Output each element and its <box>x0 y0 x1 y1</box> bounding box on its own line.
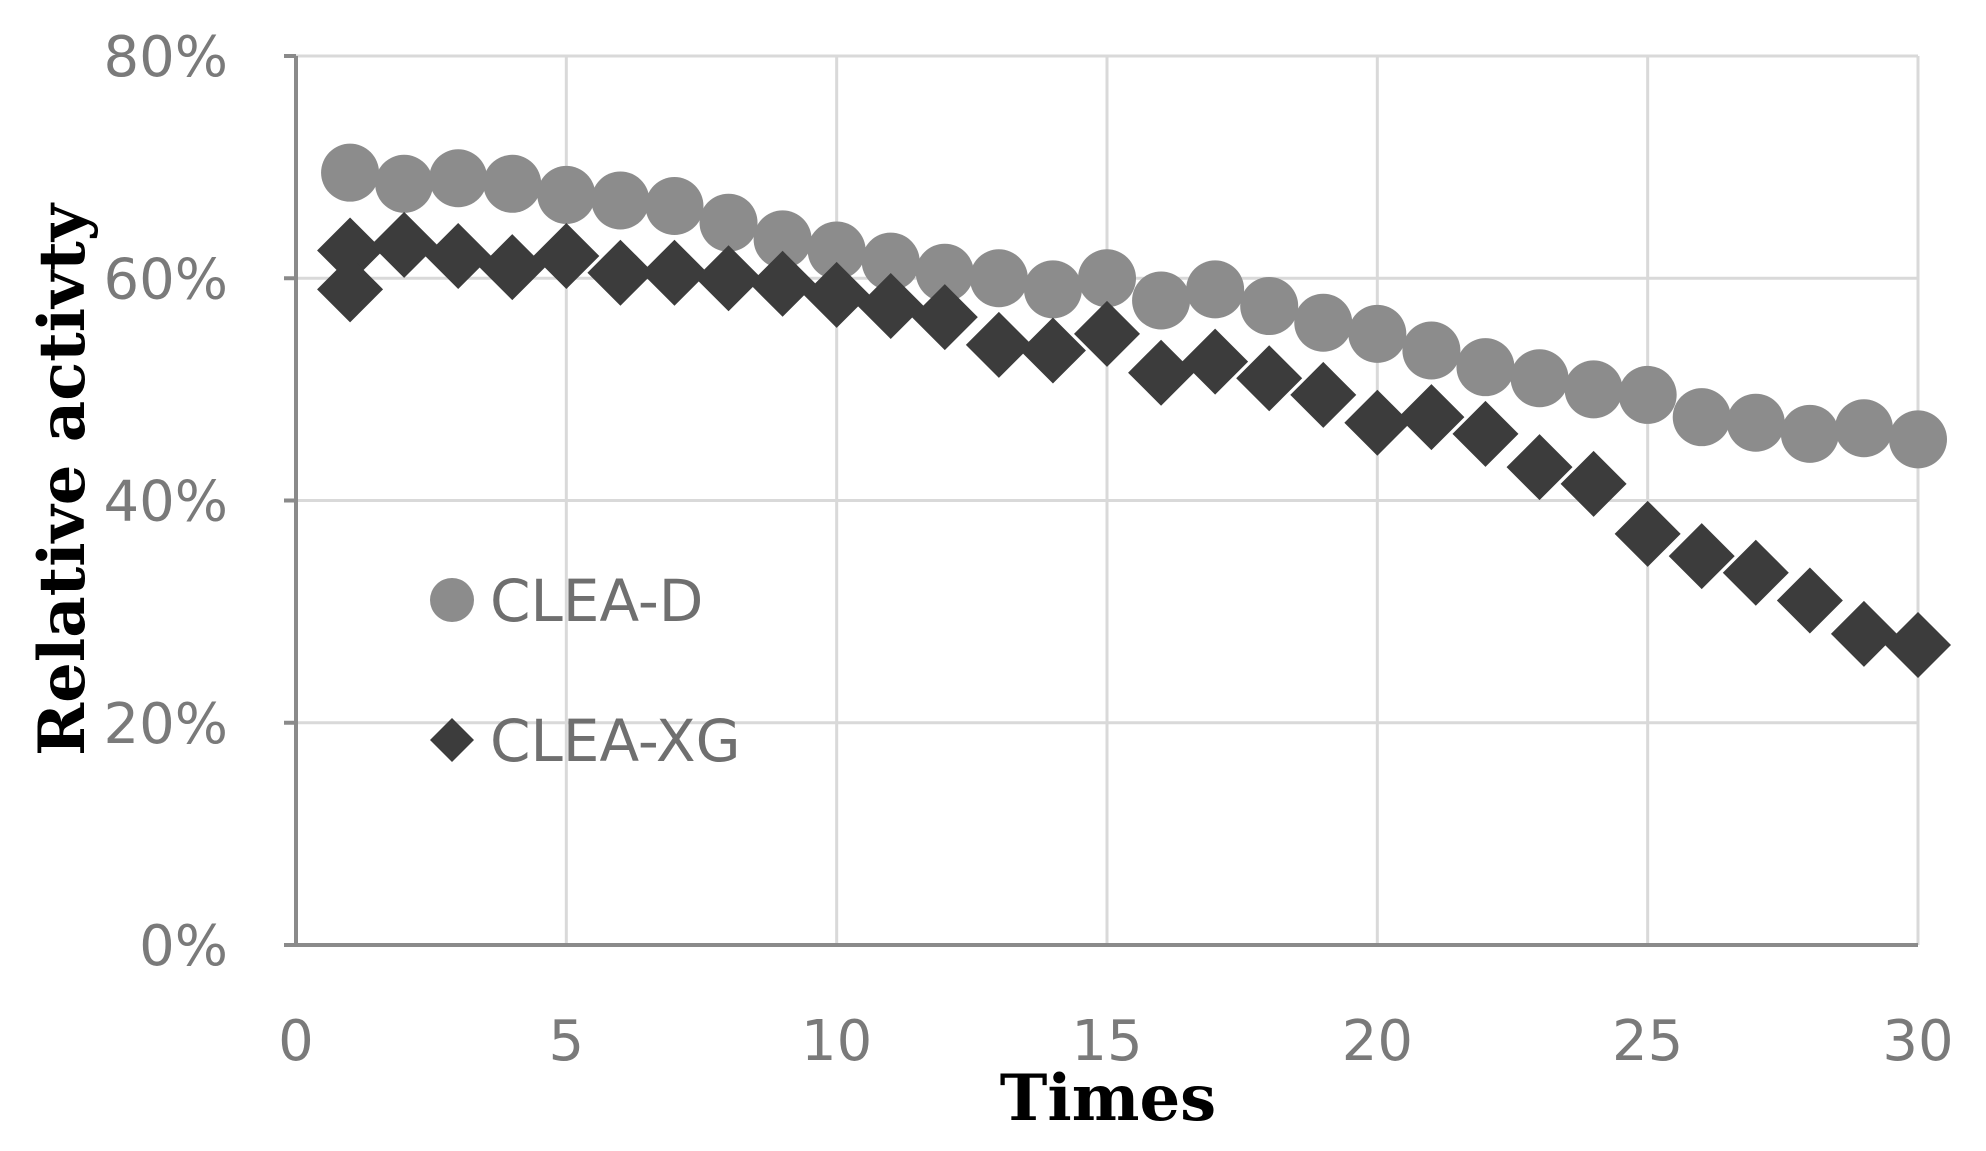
legend-item-clea-d: CLEA-D <box>430 567 703 635</box>
data-point-clea-d-25 <box>1618 365 1677 424</box>
data-point-clea-xg-20 <box>1344 389 1411 456</box>
x-tick-label-3: 15 <box>1071 1009 1142 1074</box>
tick-labels: 0 5 10 15 20 25 30 0% 20% 40% 60% 80% <box>104 25 1954 1074</box>
data-point-clea-d-28 <box>1780 404 1839 463</box>
data-point-clea-xg-25 <box>1614 500 1681 567</box>
data-point-clea-xg-17 <box>1182 328 1249 395</box>
data-point-clea-xg-8 <box>695 245 762 312</box>
data-point-clea-xg-21 <box>1398 384 1465 451</box>
y-tick-label-3: 60% <box>104 247 228 312</box>
data-point-clea-d-6 <box>591 171 650 230</box>
legend: CLEA-D CLEA-XG <box>430 567 741 775</box>
data-point-clea-d-9 <box>753 210 812 269</box>
x-tick-label-4: 20 <box>1342 1009 1413 1074</box>
data-point-clea-xg-28 <box>1776 567 1843 634</box>
data-point-clea-d-13 <box>969 249 1028 308</box>
data-point-clea-xg-26 <box>1668 523 1735 590</box>
data-point-clea-xg-16 <box>1128 339 1195 406</box>
legend-marker-clea-xg <box>430 718 474 762</box>
data-point-clea-d-19 <box>1294 293 1353 352</box>
data-point-clea-d-2 <box>375 154 434 213</box>
data-point-clea-xg-5 <box>533 223 600 290</box>
data-point-clea-d-12 <box>915 243 974 302</box>
data-point-clea-xg-30 <box>1885 611 1951 678</box>
data-point-clea-xg-18 <box>1236 345 1303 412</box>
data-point-clea-xg-3 <box>425 223 492 290</box>
x-tick-label-0: 0 <box>278 1009 314 1074</box>
series-clea-d <box>321 143 1947 469</box>
x-tick-label-6: 30 <box>1882 1009 1953 1074</box>
data-point-clea-xg-15 <box>1074 300 1140 367</box>
x-tick-label-2: 10 <box>801 1009 872 1074</box>
data-point-clea-xg-23 <box>1506 434 1573 501</box>
data-point-clea-d-3 <box>429 149 488 208</box>
axes <box>284 54 1918 947</box>
data-point-clea-xg-13 <box>965 311 1032 378</box>
x-tick-label-1: 5 <box>549 1009 585 1074</box>
data-point-clea-xg-12 <box>911 284 978 351</box>
data-point-clea-xg-6 <box>587 239 654 306</box>
legend-marker-clea-d <box>430 578 474 622</box>
data-point-clea-xg-29 <box>1830 600 1897 667</box>
y-tick-label-1: 20% <box>104 692 228 757</box>
data-point-clea-xg-1 <box>317 217 384 284</box>
data-point-clea-d-21 <box>1402 321 1461 380</box>
data-point-clea-d-27 <box>1726 393 1785 452</box>
data-point-clea-d-10 <box>807 221 866 280</box>
y-tick-label-0: 0% <box>139 914 228 979</box>
data-point-clea-d-14 <box>1023 260 1082 319</box>
legend-item-clea-xg: CLEA-XG <box>430 707 741 775</box>
data-point-clea-xg-7 <box>641 239 708 306</box>
x-tick-label-5: 25 <box>1612 1009 1683 1074</box>
data-point-clea-xg-27 <box>1722 539 1789 606</box>
data-point-clea-d-4 <box>483 154 542 213</box>
data-point-clea-d-24 <box>1564 360 1623 419</box>
data-point-clea-d-26 <box>1672 388 1731 447</box>
legend-label-clea-xg: CLEA-XG <box>490 707 741 775</box>
data-point-clea-xg-2 <box>371 211 438 278</box>
data-point-clea-d-20 <box>1348 304 1407 363</box>
data-point-clea-d-7 <box>645 177 704 236</box>
data-point-clea-xg-14 <box>1019 317 1086 384</box>
data-point-clea-d-17 <box>1186 260 1245 319</box>
data-point-clea-d-1 <box>321 143 380 202</box>
legend-label-clea-d: CLEA-D <box>490 567 703 635</box>
data-point-clea-d-18 <box>1240 277 1299 336</box>
y-tick-label-4: 80% <box>104 25 228 90</box>
data-point-clea-d-22 <box>1456 338 1515 397</box>
data-point-clea-d-29 <box>1834 399 1893 458</box>
y-tick-label-2: 40% <box>104 470 228 535</box>
y-axis-title: Relative activty <box>25 202 100 756</box>
data-point-clea-d-16 <box>1132 271 1191 330</box>
data-point-clea-xg-24 <box>1560 450 1627 517</box>
data-point-clea-d-8 <box>699 193 758 252</box>
data-point-clea-xg-10 <box>803 261 870 328</box>
x-axis-title: Times <box>1000 1061 1216 1136</box>
data-point-clea-xg-4 <box>479 234 546 301</box>
data-point-clea-xg-19 <box>1290 361 1357 428</box>
data-point-clea-d-30 <box>1889 410 1947 469</box>
data-point-clea-xg-extra-1 <box>317 256 384 323</box>
data-point-clea-xg-22 <box>1452 400 1519 467</box>
data-point-clea-d-11 <box>861 232 920 291</box>
series-layer <box>317 143 1951 678</box>
data-point-clea-d-23 <box>1510 349 1569 408</box>
data-point-clea-xg-11 <box>857 273 924 340</box>
data-point-clea-d-15 <box>1078 249 1136 308</box>
data-point-clea-xg-9 <box>749 250 816 317</box>
series-clea-xg <box>317 211 1951 678</box>
data-point-clea-d-5 <box>537 165 596 224</box>
